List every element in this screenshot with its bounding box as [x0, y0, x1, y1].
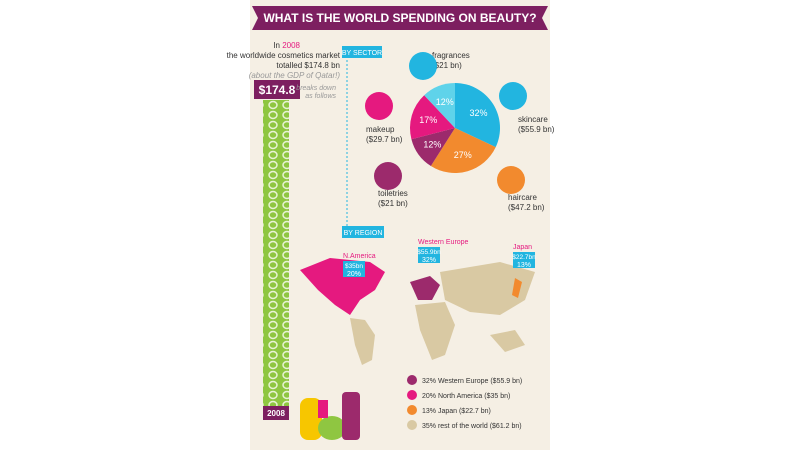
year-box: [263, 406, 289, 420]
legend-label: 32% Western Europe ($55.9 bn): [422, 378, 522, 385]
category-amount: ($29.7 bn): [366, 135, 403, 144]
region-share: 13%: [517, 262, 531, 269]
category-label: makeup: [366, 125, 395, 134]
legend-label: 20% North America ($35 bn): [422, 393, 510, 400]
title: WHAT IS THE WORLD SPENDING ON BEAUTY?: [263, 11, 536, 25]
tab: [342, 226, 384, 238]
note: breaks down: [296, 85, 336, 92]
legend-swatch: [407, 420, 417, 430]
region-box: [418, 247, 440, 263]
background-panel: [250, 0, 550, 450]
category-amount: ($55.9 bn): [518, 125, 555, 134]
category-label: toiletries: [378, 189, 408, 198]
region-box: [513, 252, 535, 268]
icon: [365, 92, 393, 120]
legend-label: 13% Japan ($22.7 bn): [422, 408, 491, 415]
region-name: Japan: [513, 244, 532, 251]
slice-label: 12%: [423, 139, 441, 149]
pie-slice: [410, 95, 455, 140]
pie-slice: [455, 83, 501, 148]
legend-swatch: [407, 390, 417, 400]
icon: [497, 166, 525, 194]
intro-pre: In 2008: [273, 41, 300, 50]
category-amount: ($21 bn): [432, 61, 462, 70]
pie-chart: 32% skincare($55.9 bn) 27% haircare($47.2 b…: [366, 51, 555, 212]
slice-label: 12%: [436, 97, 454, 107]
pie-slice: [424, 83, 455, 128]
category-label: fragrances: [432, 51, 470, 60]
pie-slice: [411, 128, 455, 166]
category-label: haircare: [508, 193, 537, 202]
legend-swatch: [407, 405, 417, 415]
region-amount: $22.7bn: [512, 254, 536, 261]
total-box: [254, 80, 300, 99]
pie-slice: [430, 128, 496, 174]
slice-label: 32%: [470, 108, 488, 118]
note: as follows: [305, 93, 336, 100]
icon: [409, 52, 437, 80]
title-banner: [252, 6, 548, 30]
region-name: N.America: [343, 253, 376, 260]
tab: [342, 46, 382, 58]
intro-line: (about the GDP of Qatar!): [249, 71, 341, 80]
total: $174.8: [259, 83, 296, 97]
column-year: 2008: [267, 409, 285, 418]
legend-label: 35% rest of the world ($61.2 bn): [422, 423, 522, 430]
bottles: [300, 392, 360, 440]
region-amount: $35bn: [345, 263, 363, 270]
region-name: Western Europe: [418, 239, 469, 246]
region-share: 20%: [347, 271, 361, 278]
region-tab: BY REGION: [344, 230, 383, 237]
category-amount: ($47.2 bn): [508, 203, 545, 212]
region-share: 32%: [422, 257, 436, 264]
category-label: skincare: [518, 115, 548, 124]
icon: [499, 82, 527, 110]
intro-line: totalled $174.8 bn: [276, 61, 340, 70]
region-box: [343, 261, 365, 277]
sector-tab: BY SECTOR: [342, 50, 382, 57]
icon: [374, 162, 402, 190]
slice-label: 27%: [454, 150, 472, 160]
total-column: [263, 100, 289, 406]
legend-swatch: [407, 375, 417, 385]
region-amount: $55.9bn: [417, 249, 441, 256]
slice-label: 17%: [419, 115, 437, 125]
intro-line: the worldwide cosmetics market: [227, 51, 341, 60]
category-amount: ($21 bn): [378, 199, 408, 208]
